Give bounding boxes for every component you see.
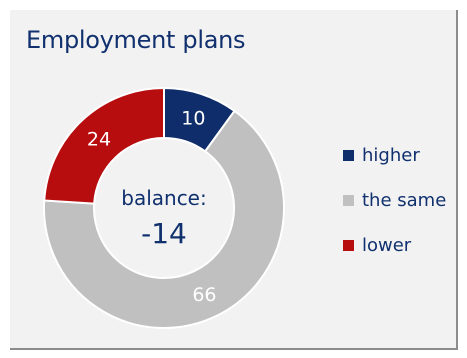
balance-label: balance: bbox=[121, 186, 206, 210]
legend-swatch-lower bbox=[343, 239, 354, 251]
legend-label-higher: higher bbox=[362, 144, 420, 166]
legend-item-higher: higher bbox=[343, 143, 446, 167]
legend-label-the-same: the same bbox=[362, 189, 447, 211]
slice-lower bbox=[43, 86, 165, 205]
slice-label-higher: 10 bbox=[181, 108, 205, 130]
slice-label-the-same: 66 bbox=[192, 284, 216, 306]
legend-swatch-higher bbox=[343, 149, 354, 161]
legend-item-the-same: the same bbox=[343, 188, 446, 212]
slice-label-lower: 24 bbox=[87, 129, 111, 151]
balance-value: -14 bbox=[141, 217, 187, 250]
chart-title: Employment plans bbox=[26, 26, 246, 54]
legend-swatch-the-same bbox=[343, 194, 354, 206]
slice-the-same bbox=[43, 109, 285, 329]
legend: higher the same lower bbox=[343, 143, 446, 278]
legend-item-lower: lower bbox=[343, 233, 446, 257]
legend-label-lower: lower bbox=[362, 234, 412, 256]
